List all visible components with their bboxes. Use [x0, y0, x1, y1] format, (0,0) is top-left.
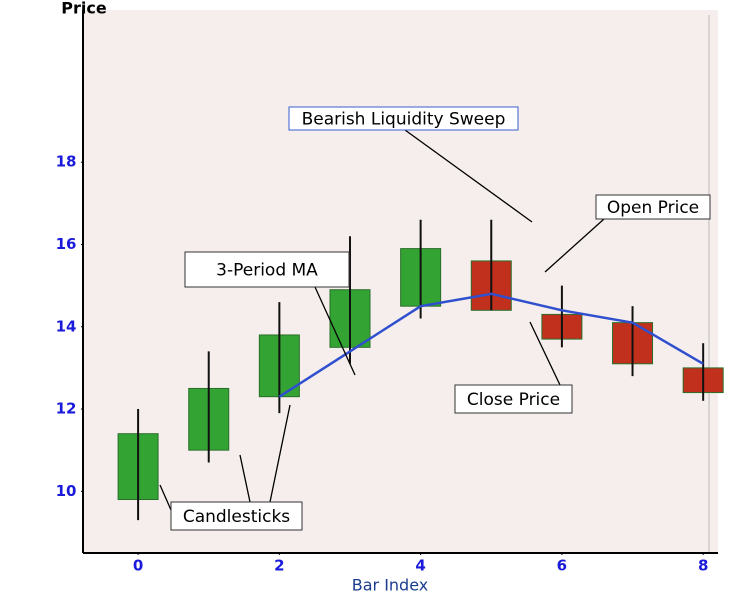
x-tick-label: 4	[415, 557, 425, 575]
y-tick-label: 16	[56, 235, 77, 253]
annotation-leader	[314, 286, 356, 376]
ma-line	[278, 292, 704, 398]
annotation-text: Open Price	[607, 198, 699, 218]
x-axis-label: Bar Index	[352, 576, 429, 595]
x-tick-label: 2	[274, 557, 284, 575]
annotation-box	[595, 194, 711, 220]
y-tick-label: 18	[56, 153, 77, 171]
annotation-box	[454, 384, 573, 414]
annotation-text: Candlesticks	[183, 507, 290, 527]
chart-title: Price	[61, 0, 107, 18]
x-tick-label: 6	[557, 557, 567, 575]
annotation-leader	[159, 484, 172, 511]
annotation-leader	[529, 321, 561, 386]
annotation-text: Bearish Liquidity Sweep	[302, 110, 506, 130]
annotation-leader	[269, 404, 291, 503]
annotation-box	[288, 106, 519, 131]
y-tick-label: 10	[56, 482, 77, 500]
annotation-text: 3-Period MA	[216, 261, 318, 281]
y-tick-label: 12	[56, 400, 77, 418]
annotation-leader	[544, 218, 605, 273]
annotation-box	[170, 501, 303, 531]
x-tick-label: 0	[133, 557, 143, 575]
annotation-box	[184, 251, 350, 288]
y-tick-label: 14	[56, 317, 77, 335]
annotation-leader	[404, 129, 533, 223]
annotation-leader	[239, 454, 251, 503]
x-tick-label: 8	[698, 557, 708, 575]
annotation-text: Close Price	[467, 390, 560, 410]
